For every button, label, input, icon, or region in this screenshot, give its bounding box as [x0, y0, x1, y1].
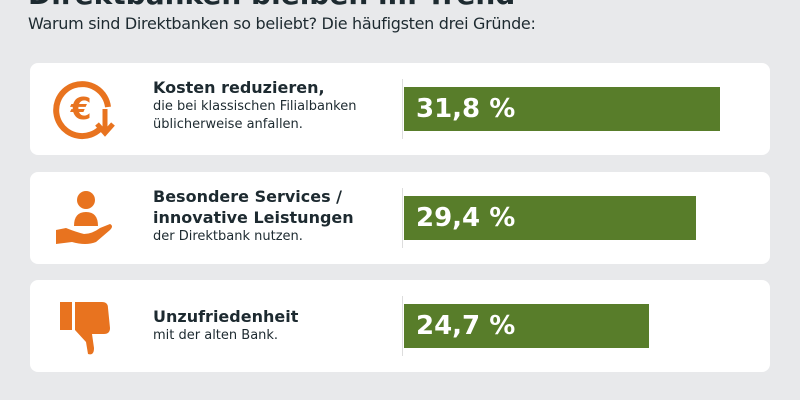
reason-card-services: Besondere Services / innovative Leistung…	[30, 172, 770, 264]
reason-heading: Besondere Services /	[153, 187, 343, 206]
thumbs-down-icon	[60, 302, 110, 355]
reason-heading: Kosten reduzieren,	[153, 78, 325, 97]
reason-heading: Unzufriedenheit	[153, 307, 299, 326]
euro-down-icon: €	[53, 81, 115, 140]
reason-desc: üblicherweise anfallen.	[153, 117, 303, 132]
svg-text:€: €	[70, 92, 92, 127]
reason-card-costs: € Kosten reduzieren, die bei klassischen…	[30, 63, 770, 155]
reason-desc: der Direktbank nutzen.	[153, 229, 303, 244]
divider	[402, 79, 403, 139]
reason-desc: mit der alten Bank.	[153, 328, 279, 343]
divider	[402, 296, 403, 356]
page-title: Direktbanken bleiben im Trend	[28, 0, 515, 11]
divider	[402, 188, 403, 248]
reason-desc: die bei klassischen Filialbanken	[153, 99, 357, 114]
reason-card-dissatisfaction: Unzufriedenheit mit der alten Bank. 24,7…	[30, 280, 770, 372]
bar-costs: 31,8 %	[404, 87, 720, 131]
subtitle: Warum sind Direktbanken so beliebt? Die …	[28, 14, 536, 33]
bar-dissatisfaction: 24,7 %	[404, 304, 650, 348]
bar-services: 29,4 %	[404, 196, 696, 240]
hand-person-icon	[56, 191, 112, 244]
reason-heading: innovative Leistungen	[153, 208, 354, 227]
